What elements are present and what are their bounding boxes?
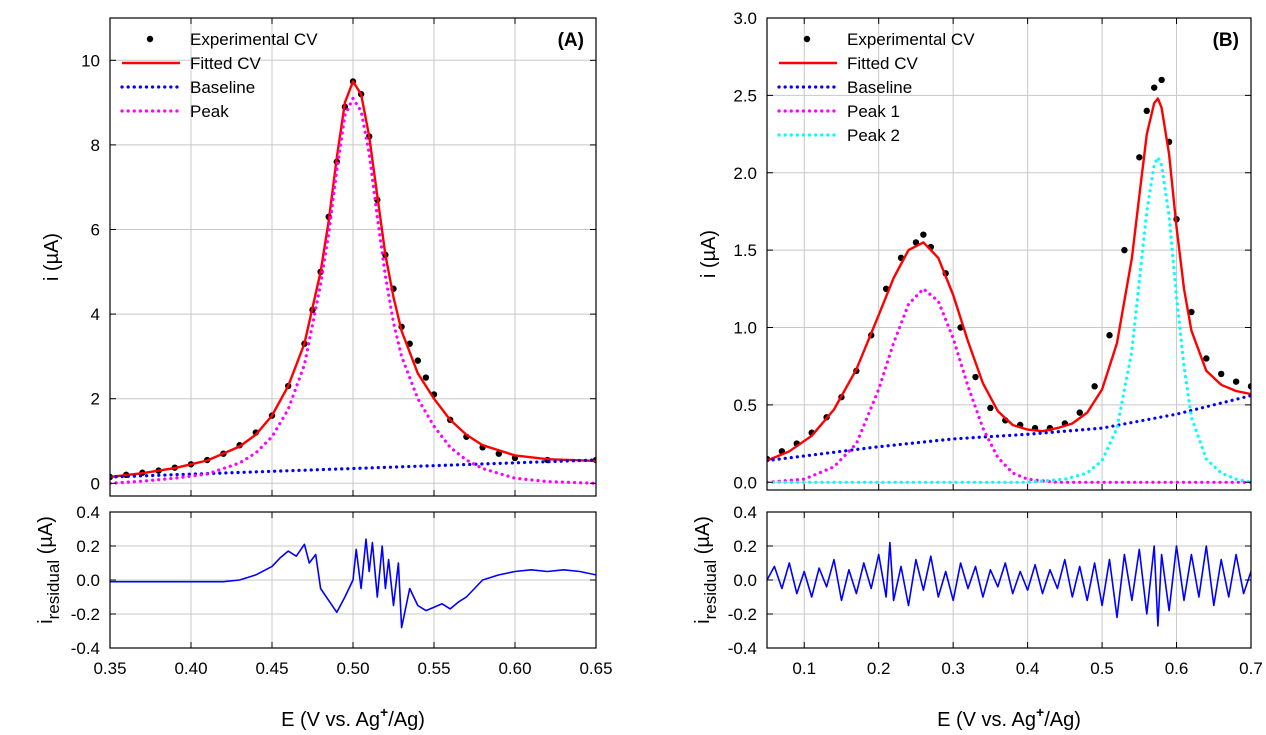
- xtick-label: 0.2: [867, 659, 891, 678]
- xtick-label: 0.35: [93, 659, 126, 678]
- data-point-experimental-cv: [1158, 76, 1165, 84]
- residual-y-axis-title: iresidual (µA): [692, 516, 720, 624]
- ytick-label: 0.0: [76, 571, 100, 590]
- main-plot-area: [110, 78, 596, 485]
- panel-label: (A): [558, 30, 584, 51]
- series-line-peak-2: [767, 153, 1251, 484]
- legend-swatch-experimental-cv: [146, 35, 154, 43]
- legend-label: Peak 2: [847, 126, 900, 145]
- legend-label: Baseline: [847, 78, 912, 97]
- xtick-label: 0.50: [336, 659, 369, 678]
- data-point-experimental-cv: [495, 450, 502, 457]
- ytick-label: 6: [91, 221, 100, 240]
- data-point-experimental-cv: [1232, 378, 1240, 385]
- data-point-experimental-cv: [1247, 383, 1251, 390]
- main-plot-area: [767, 76, 1251, 484]
- x-axis-title: E (V vs. Ag+/Ag): [937, 704, 1081, 731]
- ytick-label: -0.4: [71, 639, 100, 658]
- series-line-fitted-cv: [767, 97, 1251, 462]
- series-line-peak-1: [767, 286, 1251, 484]
- data-point-experimental-cv: [912, 239, 920, 246]
- ytick-label: 0: [91, 474, 100, 493]
- legend-label: Fitted CV: [847, 54, 919, 73]
- series-line-baseline: [110, 458, 596, 479]
- data-point-experimental-cv: [1136, 154, 1143, 161]
- xtick-label: 0.55: [417, 659, 450, 678]
- xtick-label: 0.45: [255, 659, 288, 678]
- ytick-label: 0.2: [76, 537, 100, 556]
- ytick-label: 0.2: [733, 537, 757, 556]
- ytick-label: 2.0: [733, 164, 757, 183]
- legend-label: Peak 1: [847, 102, 900, 121]
- data-point-experimental-cv: [1106, 332, 1113, 339]
- xtick-label: 0.7: [1239, 659, 1263, 678]
- legend-label: Peak: [190, 102, 229, 121]
- residual-plot-area: [110, 538, 596, 629]
- series-line-peak: [110, 95, 596, 485]
- series-line-residual: [767, 541, 1251, 627]
- y-axis-title: i (µA): [698, 230, 720, 278]
- ytick-label: 2: [91, 390, 100, 409]
- xtick-label: 0.5: [1090, 659, 1114, 678]
- data-point-experimental-cv: [1203, 355, 1210, 362]
- ytick-label: 0.0: [733, 571, 757, 590]
- ytick-label: 2.5: [733, 86, 757, 105]
- legend-swatch-experimental-cv: [803, 35, 811, 43]
- data-point-experimental-cv: [1218, 370, 1225, 378]
- xtick-label: 0.3: [941, 659, 965, 678]
- residual-plot-area: [767, 541, 1251, 627]
- ytick-label: 1.5: [733, 241, 757, 260]
- chart-panel-a: 0 2 4 6 8 10 -0.4 -0.2 0.0 0.2 0.4 0.35 0.40 0.45 0.50…: [35, 17, 613, 731]
- data-point-experimental-cv: [987, 404, 994, 412]
- ytick-label: -0.2: [728, 605, 757, 624]
- ytick-label: -0.4: [728, 639, 757, 658]
- ytick-label: 8: [91, 136, 100, 155]
- legend-label: Fitted CV: [190, 54, 262, 73]
- series-line-fitted-cv: [110, 80, 596, 479]
- ytick-label: 4: [91, 305, 100, 324]
- ytick-label: 0.0: [733, 473, 757, 492]
- data-point-experimental-cv: [972, 373, 979, 381]
- xtick-label: 0.40: [174, 659, 207, 678]
- ytick-label: 10: [81, 51, 100, 70]
- xtick-label: 0.60: [498, 659, 531, 678]
- main-frame: [766, 17, 1252, 491]
- xtick-label: 0.4: [1016, 659, 1040, 678]
- residual-y-axis-title: iresidual (µA): [35, 516, 63, 624]
- legend-label: Experimental CV: [190, 30, 318, 49]
- data-point-experimental-cv: [1188, 308, 1195, 316]
- xtick-label: 0.65: [579, 659, 612, 678]
- ytick-label: 0.4: [733, 503, 757, 522]
- chart-panel-b: 0.0 0.5 1.0 1.5 2.0 2.5 3.0 -0.4 -0.2 0.0 0.2 0.4 0.…: [692, 9, 1263, 731]
- data-point-experimental-cv: [1121, 246, 1128, 254]
- x-axis-title: E (V vs. Ag+/Ag): [281, 704, 425, 731]
- legend-label: Baseline: [190, 78, 255, 97]
- data-point-experimental-cv: [422, 374, 430, 381]
- series-line-residual: [110, 538, 596, 629]
- data-point-experimental-cv: [920, 231, 927, 238]
- data-point-experimental-cv: [1091, 383, 1098, 390]
- ytick-label: 0.5: [733, 396, 757, 415]
- ytick-label: 3.0: [733, 9, 757, 28]
- ytick-label: 1.0: [733, 319, 757, 338]
- ytick-label: 0.4: [76, 503, 100, 522]
- ytick-label: -0.2: [71, 605, 100, 624]
- series-line-baseline: [767, 394, 1251, 463]
- panel-label: (B): [1213, 30, 1239, 51]
- data-point-experimental-cv: [1143, 107, 1150, 115]
- data-point-experimental-cv: [1076, 409, 1083, 416]
- data-point-experimental-cv: [414, 357, 421, 364]
- legend-label: Experimental CV: [847, 30, 975, 49]
- xtick-label: 0.6: [1165, 659, 1189, 678]
- data-point-experimental-cv: [1151, 84, 1158, 91]
- xtick-label: 0.1: [792, 659, 816, 678]
- y-axis-title: i (µA): [41, 233, 63, 281]
